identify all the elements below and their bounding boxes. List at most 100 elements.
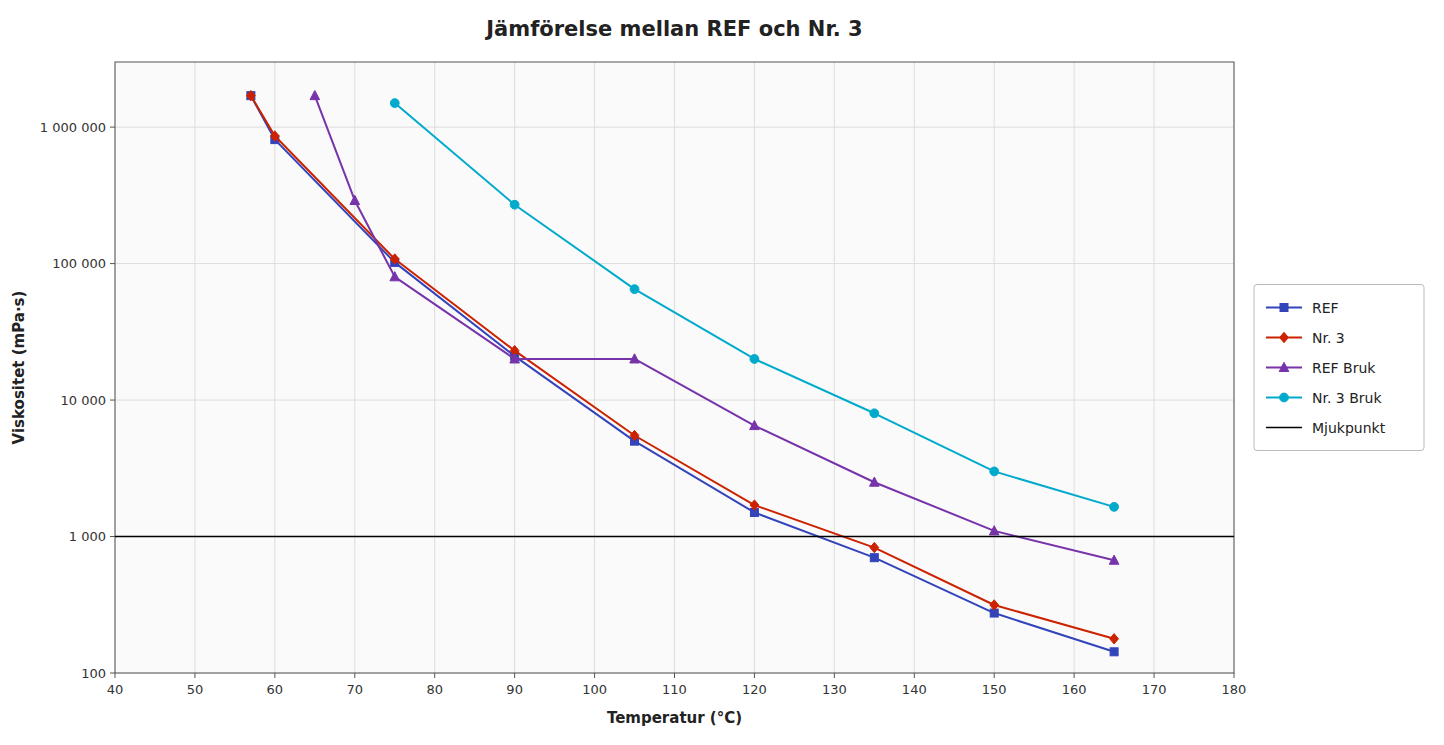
grid-line (834, 62, 835, 673)
point (390, 99, 399, 108)
tick-label: 70 (347, 682, 364, 697)
series-line (315, 96, 1114, 561)
tick-label: 160 (1062, 682, 1087, 697)
y-axis-label: Viskositet (mPa·s) (10, 291, 28, 445)
tick-label: 120 (742, 682, 767, 697)
tick-label: 140 (902, 682, 927, 697)
tick-label: 100 (81, 666, 106, 681)
point (870, 477, 880, 486)
grid-line (1154, 62, 1155, 673)
series (390, 99, 1118, 512)
legend-marker (1279, 362, 1289, 371)
tick-mark (1154, 673, 1155, 678)
point (246, 90, 255, 100)
tick-mark (434, 673, 435, 678)
tick-mark (115, 673, 116, 678)
tick-label: 50 (187, 682, 204, 697)
legend-label: Mjukpunkt (1312, 420, 1386, 436)
tick-mark (834, 673, 835, 678)
grid (115, 62, 1234, 673)
tick-label: 90 (506, 682, 523, 697)
series-line (251, 96, 1114, 652)
grid-line (1074, 62, 1075, 673)
tick-mark (914, 673, 915, 678)
tick-label: 100 (582, 682, 607, 697)
point (750, 500, 759, 510)
tick-label: 80 (426, 682, 443, 697)
tick-mark (110, 263, 115, 264)
axes: 4050607080901001101201301401501601701801… (40, 120, 1247, 697)
tick-label: 170 (1142, 682, 1167, 697)
tick-mark (594, 673, 595, 678)
point (870, 542, 879, 552)
tick-label: 150 (982, 682, 1007, 697)
grid-line (115, 400, 1234, 401)
reference-line (115, 536, 1234, 538)
point (310, 90, 320, 99)
x-axis-label: Temperatur (°C) (607, 709, 742, 727)
point (1110, 648, 1118, 656)
tick-mark (274, 673, 275, 678)
grid-line (674, 62, 675, 673)
point (870, 554, 878, 562)
grid-line (115, 127, 1234, 128)
tick-mark (354, 673, 355, 678)
grid-line (754, 62, 755, 673)
grid-line (594, 62, 595, 673)
tick-mark (1074, 673, 1075, 678)
tick-label: 10 000 (61, 393, 107, 408)
plot-area (115, 62, 1234, 673)
tick-mark (194, 673, 195, 678)
point (390, 272, 400, 281)
point (630, 285, 639, 294)
point (750, 355, 759, 364)
tick-mark (674, 673, 675, 678)
series (310, 90, 1119, 564)
point (1110, 502, 1119, 511)
tick-mark (754, 673, 755, 678)
grid-line (194, 62, 195, 673)
title: Jämförelse mellan REF och Nr. 3 (484, 17, 862, 41)
legend-label: Nr. 3 (1312, 330, 1345, 346)
point (990, 467, 999, 476)
point (510, 354, 520, 363)
point (350, 195, 360, 204)
tick-mark (994, 673, 995, 678)
legend: REF Nr. 3 REF Bruk Nr. 3 Bruk Mjukpunkt (1254, 285, 1424, 451)
legend-box (1254, 285, 1424, 451)
series (246, 90, 1118, 644)
grid-line (914, 62, 915, 673)
point (1110, 634, 1119, 644)
tick-label: 1 000 (69, 529, 106, 544)
grid-line (434, 62, 435, 673)
tick-mark (110, 673, 115, 674)
legend-marker (1280, 332, 1289, 342)
point (630, 430, 639, 440)
point (990, 600, 999, 610)
series-line (251, 96, 1114, 639)
series-line (395, 103, 1114, 507)
grid-line (514, 62, 515, 673)
tick-label: 130 (822, 682, 847, 697)
legend-label: REF (1312, 300, 1339, 316)
tick-label: 60 (267, 682, 284, 697)
legend-label: Nr. 3 Bruk (1312, 390, 1382, 406)
point (750, 420, 760, 429)
tick-mark (110, 536, 115, 537)
tick-label: 1 000 000 (40, 120, 106, 135)
point (270, 131, 279, 141)
tick-label: 100 000 (52, 256, 106, 271)
point (1109, 555, 1119, 564)
point (989, 526, 999, 535)
chart: 4050607080901001101201301401501601701801… (0, 0, 1444, 745)
point (870, 409, 879, 418)
point (510, 200, 519, 209)
legend-label: REF Bruk (1312, 360, 1376, 376)
data (115, 90, 1234, 655)
grid-line (115, 536, 1234, 537)
grid-line (274, 62, 275, 673)
plot-frame (115, 62, 1234, 673)
tick-mark (1234, 673, 1235, 678)
legend-swatch (1266, 427, 1302, 429)
tick-mark (110, 127, 115, 128)
